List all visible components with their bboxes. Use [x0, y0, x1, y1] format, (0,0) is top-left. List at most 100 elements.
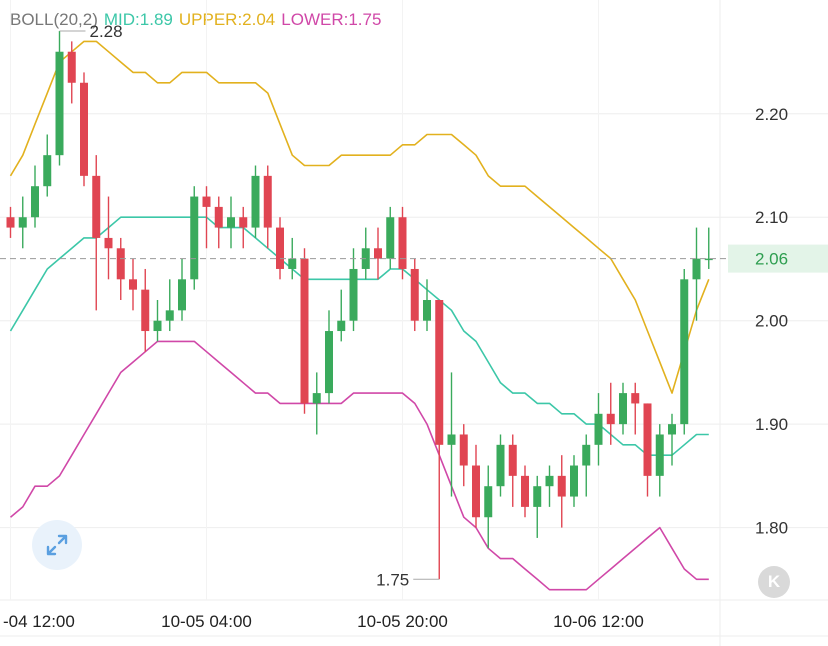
candle-body [116, 248, 125, 280]
lower-band-line [9, 340, 709, 591]
candle-body [459, 434, 468, 466]
candle-body [692, 258, 701, 280]
candle-body [325, 331, 333, 394]
candle-body [251, 175, 260, 228]
candle [239, 206, 248, 249]
candle [92, 155, 101, 311]
candle [655, 424, 664, 497]
candle [668, 413, 676, 466]
x-axis: -04 12:00 10-05 04:00 10-05 20:00 10-06 12:… [3, 612, 644, 631]
candle [704, 227, 713, 269]
candle [276, 217, 284, 280]
candle [214, 196, 223, 249]
candle-body [129, 279, 137, 290]
candle [557, 455, 566, 528]
candle-body [704, 258, 713, 261]
candle-body [214, 206, 223, 228]
candle [104, 196, 113, 280]
candle [594, 393, 603, 466]
candle-body [153, 320, 162, 332]
candle [423, 279, 431, 332]
candle-body [239, 217, 248, 228]
candle-body [43, 155, 52, 187]
high-price-label: 2.28 [90, 22, 123, 41]
candle [631, 382, 640, 435]
bollinger-bands [9, 40, 710, 591]
candle-body [570, 465, 578, 497]
candle [202, 186, 211, 249]
candle [582, 434, 591, 497]
candle-body [374, 248, 382, 259]
candle [435, 300, 444, 580]
candle-body [202, 196, 211, 207]
candle-body [521, 475, 529, 507]
candle [398, 206, 407, 280]
low-price-label: 1.75 [376, 570, 409, 589]
candle-body [668, 424, 676, 435]
candle-body [423, 300, 431, 321]
candle-body [80, 82, 88, 176]
candle [129, 258, 137, 311]
candle [619, 382, 627, 435]
candle [606, 382, 615, 445]
candle-body [349, 268, 358, 321]
candle-body [31, 186, 39, 218]
candle [263, 165, 272, 249]
y-tick-label: 2.00 [755, 312, 788, 331]
x-tick-label: 10-05 20:00 [357, 612, 448, 631]
candle-body [410, 268, 419, 321]
x-tick-label: -04 12:00 [3, 612, 75, 631]
candle-body [6, 217, 15, 228]
kline-button[interactable]: K [758, 566, 790, 598]
candle-body [435, 300, 444, 445]
candle-body [594, 413, 603, 445]
candle-body [104, 237, 113, 249]
y-tick-label: 1.80 [755, 519, 788, 538]
candle-body [472, 465, 480, 518]
x-tick-label: 10-05 04:00 [161, 612, 252, 631]
candle [153, 300, 162, 342]
candle [533, 475, 542, 538]
candle-body [619, 393, 627, 425]
candle-body [655, 434, 664, 476]
candle-body [190, 196, 199, 280]
last-price-label: 2.06 [755, 250, 788, 269]
candle [496, 434, 505, 497]
candle [80, 72, 88, 187]
candle-body [508, 444, 517, 476]
candle [165, 279, 174, 332]
candle [43, 134, 52, 197]
expand-button[interactable] [32, 520, 82, 570]
candle [484, 465, 493, 549]
candle [18, 196, 27, 249]
candle-body [606, 413, 615, 425]
candle [361, 227, 370, 280]
candle-body [55, 51, 64, 156]
candle [300, 248, 309, 414]
candle [447, 372, 456, 497]
candle-body [178, 279, 186, 311]
y-tick-label: 1.90 [755, 415, 788, 434]
candle [67, 41, 76, 104]
candle [508, 434, 517, 507]
candle [6, 206, 15, 238]
kline-button-label: K [767, 572, 781, 591]
candle-body [398, 217, 407, 269]
candle-body [447, 434, 456, 445]
boll-legend: BOLL(20,2) MID:1.89 UPPER:2.04 LOWER:1.75 [10, 10, 387, 30]
y-tick-label: 2.20 [755, 105, 788, 124]
candle [643, 403, 652, 497]
candle-body [300, 258, 309, 404]
candle-body [165, 310, 174, 321]
candle-body [18, 217, 27, 228]
candle-body [288, 258, 297, 269]
upper-label: UPPER:2.04 [178, 10, 276, 29]
candle [410, 258, 419, 332]
mid-label: MID:1.89 [103, 10, 173, 29]
candle [374, 227, 382, 280]
candle [141, 268, 150, 352]
candle-body [276, 227, 284, 269]
candles [6, 31, 713, 580]
